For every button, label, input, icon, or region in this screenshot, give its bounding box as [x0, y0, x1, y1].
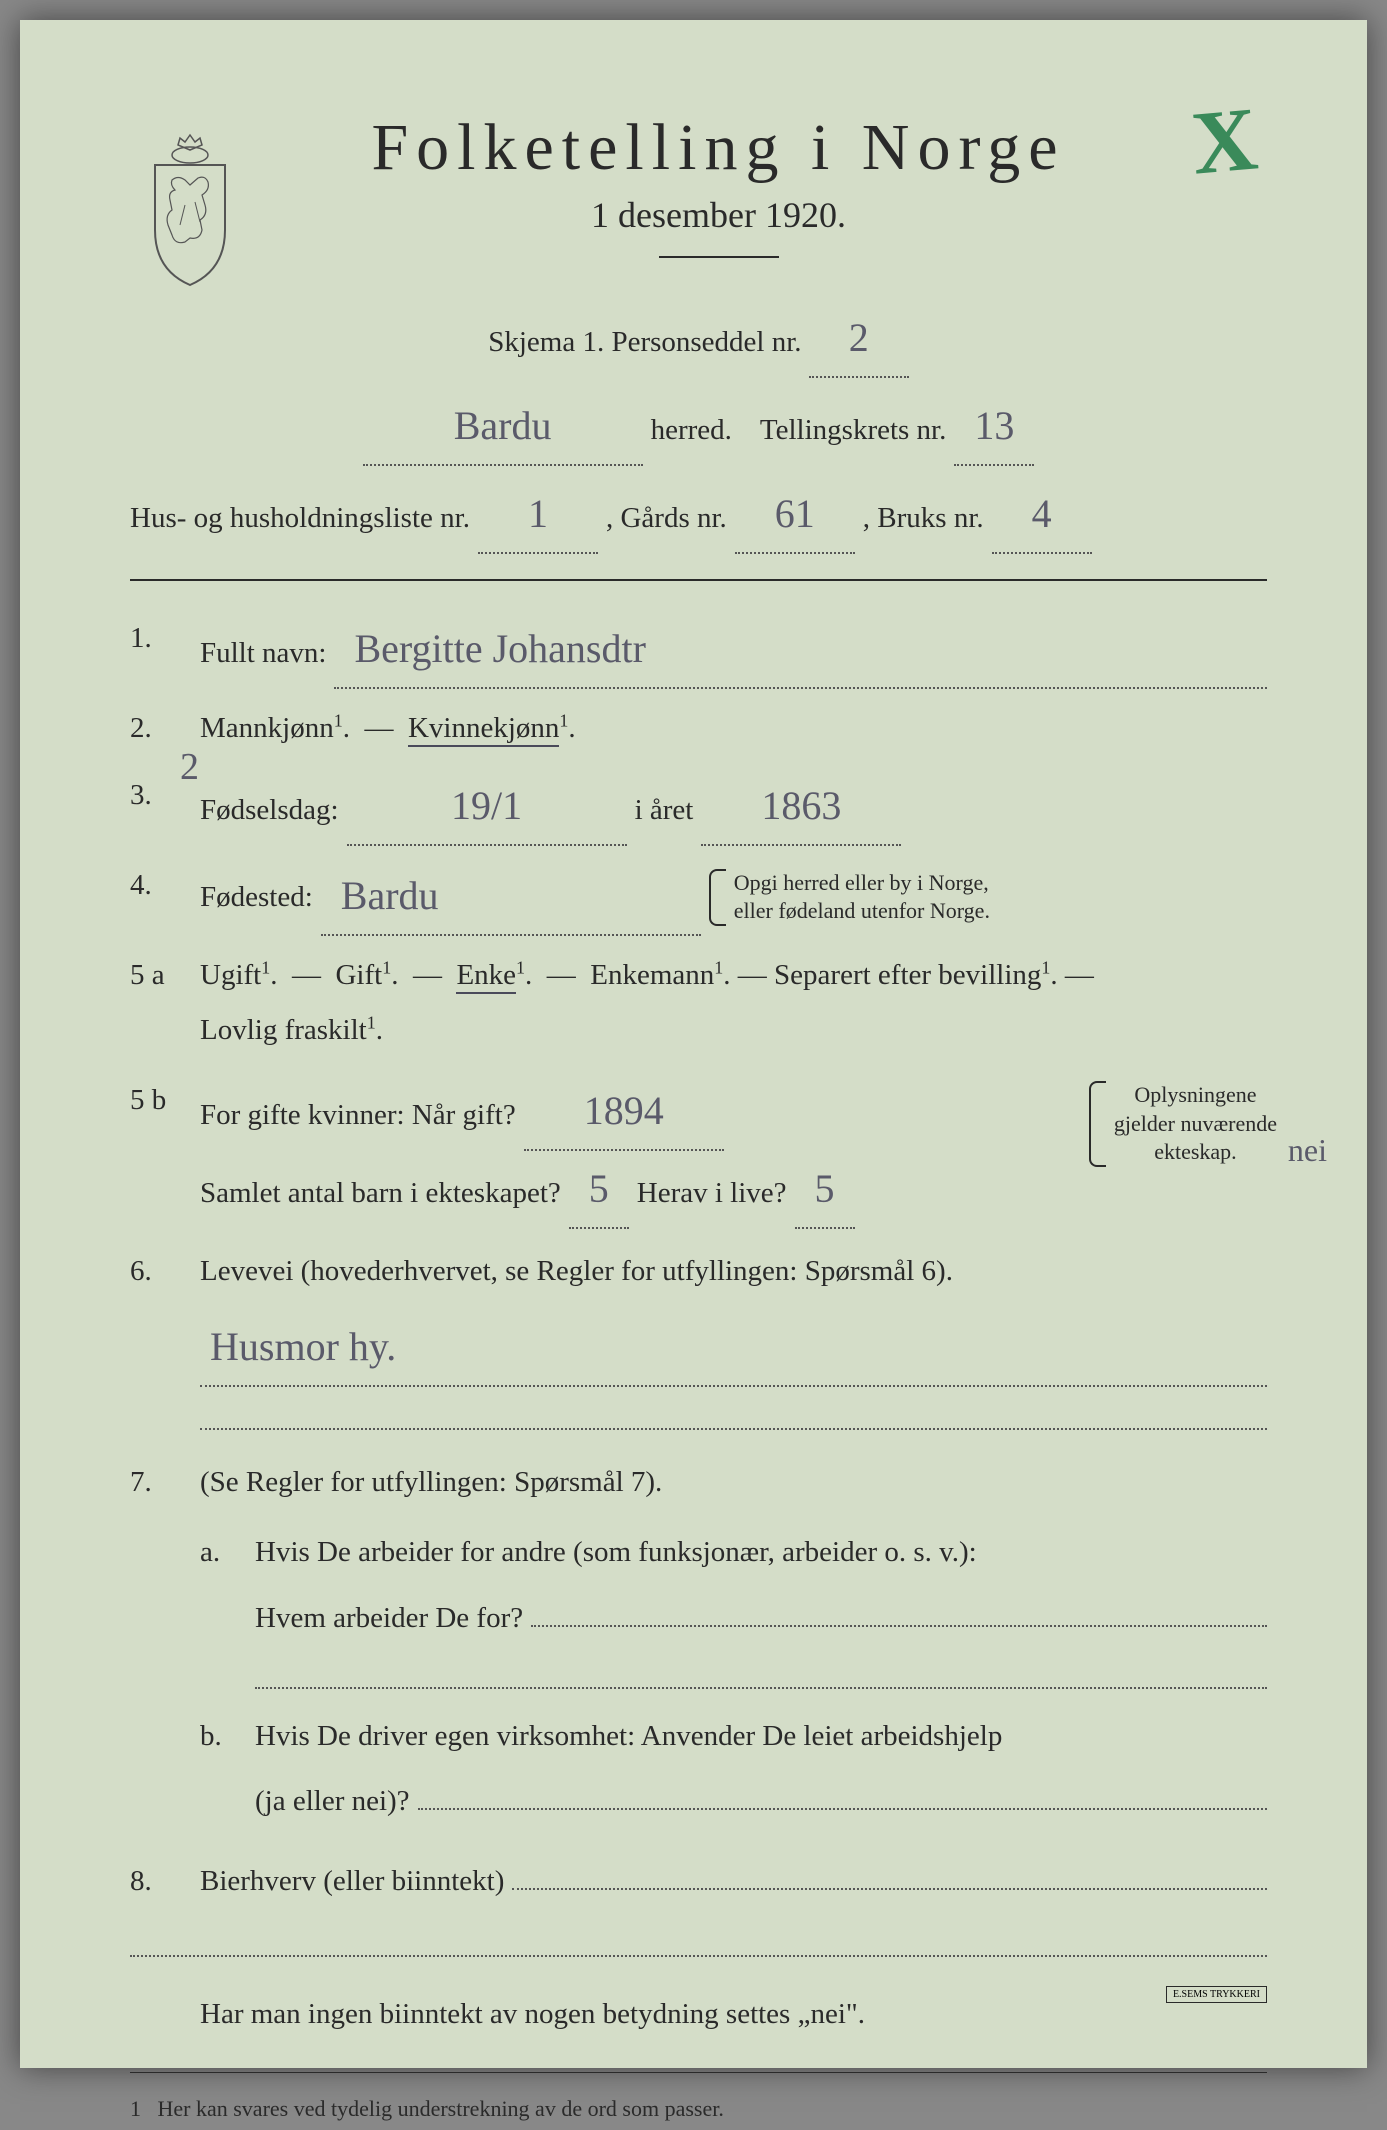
q3-year: 1863 [761, 783, 841, 828]
q1-label: Fullt navn: [200, 626, 326, 681]
q7-row: 7. (Se Regler for utfyllingen: Spørsmål … [130, 1455, 1267, 1838]
footnote-text: Her kan svares ved tydelig understreknin… [158, 2096, 724, 2121]
q7a-line2: Hvem arbeider De for? [255, 1591, 523, 1646]
herred-line: Bardu herred. Tellingskrets nr. 13 [130, 388, 1267, 466]
q6-label: Levevei (hovederhvervet, se Regler for u… [200, 1255, 953, 1287]
q7a: a. Hvis De arbeider for andre (som funks… [200, 1525, 1267, 1688]
personseddel-nr: 2 [849, 315, 869, 360]
q5a-fraskilt: Lovlig fraskilt [200, 1014, 367, 1046]
q5a-gift: Gift [335, 959, 382, 991]
form-body: Skjema 1. Personseddel nr. 2 Bardu herre… [130, 300, 1267, 2130]
gards-label: , Gårds nr. [606, 491, 727, 546]
q3-day: 19/1 [451, 783, 522, 828]
q5a-num: 5 a [130, 948, 180, 1058]
q1-num: 1. [130, 611, 180, 689]
q6-row: 6. Levevei (hovederhvervet, se Regler fo… [130, 1244, 1267, 1430]
husliste-nr: 1 [528, 491, 548, 536]
q1-row: 1. Fullt navn: Bergitte Johansdtr [130, 611, 1267, 689]
q8-blank [130, 1929, 1267, 1957]
q5b-v3: 5 [815, 1166, 835, 1211]
q5b-note-hw: nei [1288, 1130, 1327, 1172]
q6-value: Husmor hy. [210, 1324, 396, 1369]
q7a-line1: Hvis De arbeider for andre (som funksjon… [255, 1525, 1267, 1580]
q5a-enkemann: Enkemann [590, 959, 714, 991]
q5a-separert: Separert efter bevilling [774, 959, 1041, 991]
q5a-enke: Enke [456, 959, 516, 994]
footnote-row: 1 Her kan svares ved tydelig understrekn… [130, 2088, 1267, 2130]
q3-label: Fødselsdag: [200, 783, 339, 838]
q5b-n1: Oplysningene [1134, 1082, 1256, 1107]
tellingskrets-nr: 13 [974, 403, 1014, 448]
q7-label: (Se Regler for utfyllingen: Spørsmål 7). [200, 1466, 662, 1498]
section-divider-1 [130, 579, 1267, 581]
q7a-blank [255, 1661, 1267, 1689]
q3-row: 3. Fødselsdag: 19/1 i året 1863 [130, 768, 1267, 846]
husliste-line: Hus- og husholdningsliste nr. 1 , Gårds … [130, 476, 1267, 554]
q2-margin-note: 2 [180, 731, 199, 803]
q5b-label2: Samlet antal barn i ekteskapet? [200, 1166, 561, 1221]
skjema-line: Skjema 1. Personseddel nr. 2 [130, 300, 1267, 378]
census-form-page: X Folketelling i Norge 1 desember 1920. … [20, 20, 1367, 2068]
q5b-v1: 1894 [584, 1088, 664, 1133]
q6-num: 6. [130, 1244, 180, 1430]
q5b-label1: For gifte kvinner: Når gift? [200, 1088, 516, 1143]
q5a-row: 5 a Ugift1. — Gift1. — Enke1. — Enkemann… [130, 948, 1267, 1058]
q7b-letter: b. [200, 1709, 235, 1829]
title-block: Folketelling i Norge 1 desember 1920. [290, 110, 1267, 288]
q5b-label3: Herav i live? [637, 1166, 787, 1221]
bruks-nr: 4 [1032, 491, 1052, 536]
main-title: Folketelling i Norge [290, 110, 1147, 186]
q5b-v2: 5 [589, 1166, 609, 1211]
q5b-num: 5 b [130, 1073, 180, 1229]
q7b: b. Hvis De driver egen virksomhet: Anven… [200, 1709, 1267, 1829]
q8-row: 8. Bierhverv (eller biinntekt) [130, 1854, 1267, 1909]
q7-num: 7. [130, 1455, 180, 1838]
corner-x-mark: X [1188, 87, 1262, 195]
q4-note: Opgi herred eller by i Norge, eller føde… [709, 869, 990, 926]
q3-num: 3. [130, 768, 180, 846]
tellingskrets-label: Tellingskrets nr. [760, 403, 946, 458]
subtitle-date: 1 desember 1920. [290, 194, 1147, 236]
printer-mark: E.SEMS TRYKKERI [1166, 1986, 1267, 2003]
title-divider [659, 256, 779, 258]
q2-row: 2 2. Mannkjønn1. — Kvinnekjønn1. [130, 701, 1267, 756]
coat-of-arms-icon [130, 130, 250, 290]
q6-blank-line [200, 1402, 1267, 1430]
q5b-row: 5 b For gifte kvinner: Når gift? 1894 Sa… [130, 1073, 1267, 1229]
q1-value: Bergitte Johansdtr [354, 626, 645, 671]
q4-row: 4. Fødested: Bardu Opgi herred eller by … [130, 858, 1267, 936]
herred-value: Bardu [454, 403, 552, 448]
q4-label: Fødested: [200, 870, 313, 925]
shield-svg [130, 130, 250, 290]
q5b-n3: ekteskap. [1154, 1139, 1236, 1164]
bruks-label: , Bruks nr. [863, 491, 984, 546]
header-row: Folketelling i Norge 1 desember 1920. [130, 110, 1267, 290]
q4-value: Bardu [341, 873, 439, 918]
skjema-label: Skjema 1. Personseddel nr. [488, 326, 801, 358]
q2-kvinne: Kvinnekjønn [408, 712, 559, 747]
footnote-divider [130, 2072, 1267, 2073]
q8-num: 8. [130, 1854, 180, 1909]
q4-note-2: eller fødeland utenfor Norge. [734, 898, 990, 923]
footer-note: Har man ingen biinntekt av nogen betydni… [130, 1987, 1267, 2042]
q5b-note: Oplysningene gjelder nuværende ekteskap.… [1089, 1081, 1277, 1167]
q4-num: 4. [130, 858, 180, 936]
husliste-label: Hus- og husholdningsliste nr. [130, 491, 470, 546]
gards-nr: 61 [775, 491, 815, 536]
q4-note-1: Opgi herred eller by i Norge, [734, 870, 989, 895]
q2-num: 2. [130, 701, 180, 756]
q7b-line2: (ja eller nei)? [255, 1774, 410, 1829]
footnote-num: 1 [130, 2096, 141, 2121]
q3-year-label: i året [635, 783, 694, 838]
q7a-letter: a. [200, 1525, 235, 1688]
q7b-line1: Hvis De driver egen virksomhet: Anvender… [255, 1709, 1267, 1764]
q2-mann: Mannkjønn [200, 712, 334, 744]
q8-label: Bierhverv (eller biinntekt) [200, 1854, 504, 1909]
q5a-ugift: Ugift [200, 959, 261, 991]
q5b-n2: gjelder nuværende [1114, 1111, 1277, 1136]
herred-label: herred. [651, 403, 732, 458]
